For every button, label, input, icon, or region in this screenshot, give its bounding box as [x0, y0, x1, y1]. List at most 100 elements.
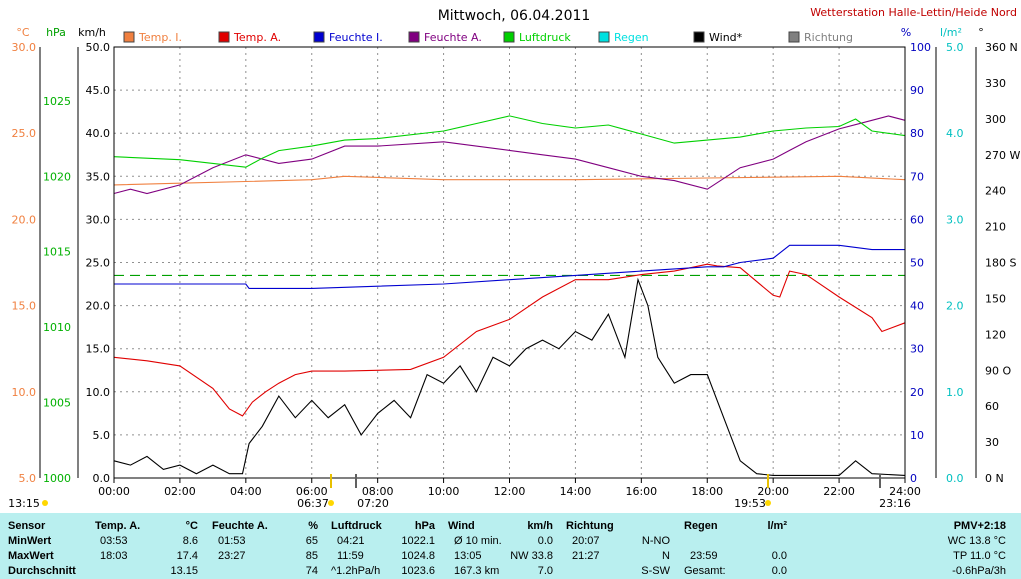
- tick-label-press: 1020: [43, 170, 71, 183]
- time-label: 20:00: [757, 485, 789, 498]
- luftdruck-min: 1022.1: [401, 535, 435, 547]
- tick-label-wind: 45.0: [86, 84, 111, 97]
- luftdruck-max: 1024.8: [401, 550, 435, 562]
- tempA-min: 8.6: [182, 535, 198, 547]
- time-label: 08:00: [362, 485, 394, 498]
- pmv-dewpoint: TP 11.0 °C: [953, 550, 1006, 562]
- tick-label-wind: 25.0: [86, 257, 111, 270]
- pmv-trend: -0.6hPa/3h: [952, 565, 1006, 577]
- regen-max-time: 23:59: [690, 550, 718, 562]
- tick-label-hum: 40: [910, 300, 924, 313]
- tick-label-dir: 330: [985, 77, 1006, 90]
- tick-label-hum: 30: [910, 343, 924, 356]
- legend-label: Regen: [614, 31, 649, 44]
- wind-min: 0.0: [537, 535, 553, 547]
- tick-label-rain: 3.0: [946, 213, 964, 226]
- series-line-luftdruck: [113, 115, 906, 168]
- sunset-label: 19:53: [734, 497, 766, 510]
- wind-unit-label: km/h: [78, 26, 106, 39]
- time-label: 24:00: [889, 485, 921, 498]
- pmv-head: PMV+2:18: [953, 520, 1006, 532]
- tick-label-dir: 270 W: [985, 149, 1020, 162]
- series-line-temp-a-: [113, 263, 906, 417]
- luftdruck-avg: 1023.6: [401, 565, 435, 577]
- tick-label-wind: 50.0: [86, 41, 111, 54]
- moonrise-label: 07:20: [357, 497, 389, 510]
- luftdruck-unit: hPa: [414, 520, 435, 532]
- regen-head: Regen: [684, 520, 718, 532]
- hum-unit-label: %: [901, 26, 911, 39]
- tempA-avg: 13.15: [170, 565, 198, 577]
- legend-swatch: [693, 31, 705, 43]
- legend-label: Wind*: [709, 31, 743, 44]
- legend-swatch: [503, 31, 515, 43]
- wind-avg: 7.0: [537, 565, 553, 577]
- richtung-max-time: 21:27: [572, 550, 600, 562]
- statistics-table: Sensor MinWert MaxWert Durchschnitt Temp…: [0, 513, 1021, 579]
- tick-label-rain: 2.0: [946, 300, 964, 313]
- luftdruck-max-time: 11:59: [337, 550, 364, 562]
- station-name: Wetterstation Halle-Lettin/Heide Nord: [810, 6, 1017, 19]
- tick-label-dir: 180 S: [985, 257, 1016, 270]
- weather-chart: Mittwoch, 06.04.2011 Wetterstation Halle…: [0, 0, 1021, 513]
- wind-max-time: 13:05: [454, 550, 482, 562]
- tick-label-wind: 15.0: [86, 343, 111, 356]
- tick-label-press: 1000: [43, 472, 71, 485]
- tick-label-dir: 120: [985, 328, 1006, 341]
- legend-swatch: [598, 31, 610, 43]
- tick-label-dir: 360 N: [985, 41, 1018, 54]
- legend-label: Luftdruck: [519, 31, 571, 44]
- legend-swatch: [408, 31, 420, 43]
- tick-label-press: 1025: [43, 95, 71, 108]
- sun-markers: 06:37 07:20 19:53 23:16 13:15: [8, 474, 911, 510]
- tempA-min-time: 03:53: [100, 535, 128, 547]
- regen-total-label: Gesamt:: [684, 565, 726, 577]
- tick-label-hum: 90: [910, 84, 924, 97]
- time-label: 00:00: [98, 485, 130, 498]
- tick-label-dir: 150: [985, 292, 1006, 305]
- richtung-min-time: 20:07: [572, 535, 600, 547]
- richtung-avg: S-SW: [641, 565, 670, 577]
- tick-label-temp: 10.0: [12, 386, 37, 399]
- tick-label-dir: 300: [985, 113, 1006, 126]
- sunset-icon: [765, 500, 771, 506]
- regen-max: 0.0: [771, 550, 787, 562]
- axis-ticks: 5.010.015.020.025.030.010001005101010151…: [12, 41, 1021, 498]
- tick-label-dir: 60: [985, 400, 999, 413]
- wind-head: Wind: [448, 520, 475, 532]
- series-line-temp-i-: [113, 175, 906, 186]
- legend-label: Temp. A.: [233, 31, 281, 44]
- pmv-windchill: WC 13.8 °C: [947, 535, 1006, 547]
- tick-label-hum: 60: [910, 213, 924, 226]
- legend-swatch: [313, 31, 325, 43]
- tick-label-press: 1015: [43, 246, 71, 259]
- press-unit-label: hPa: [46, 26, 66, 39]
- sunrise-icon: [328, 500, 334, 506]
- tick-label-dir: 240: [985, 185, 1006, 198]
- tick-label-dir: 30: [985, 436, 999, 449]
- richtung-min: N-NO: [641, 535, 670, 547]
- richtung-head: Richtung: [566, 520, 614, 532]
- tick-label-hum: 0: [910, 472, 917, 485]
- time-label: 02:00: [164, 485, 196, 498]
- dir-unit-label: °: [978, 26, 984, 39]
- wind-unit: km/h: [527, 520, 553, 532]
- tick-label-hum: 20: [910, 386, 924, 399]
- tick-label-press: 1005: [43, 397, 71, 410]
- chart-background: [0, 0, 1021, 513]
- time-label: 18:00: [691, 485, 723, 498]
- row-max: MaxWert: [8, 550, 54, 562]
- tick-label-wind: 35.0: [86, 170, 111, 183]
- tick-label-temp: 5.0: [19, 472, 37, 485]
- legend: Temp. I. Temp. A. Feuchte I. Feuchte A. Luft…: [123, 31, 853, 44]
- tick-label-hum: 100: [910, 41, 931, 54]
- series-line-wind-: [113, 277, 906, 476]
- tempA-max: 17.4: [176, 550, 198, 562]
- tick-label-wind: 40.0: [86, 127, 111, 140]
- tick-label-hum: 10: [910, 429, 924, 442]
- row-min: MinWert: [8, 535, 52, 547]
- feuchteA-max-time: 23:27: [218, 550, 246, 562]
- tempA-unit: °C: [185, 520, 198, 532]
- legend-swatch: [788, 31, 800, 43]
- row-avg: Durchschnitt: [8, 565, 76, 577]
